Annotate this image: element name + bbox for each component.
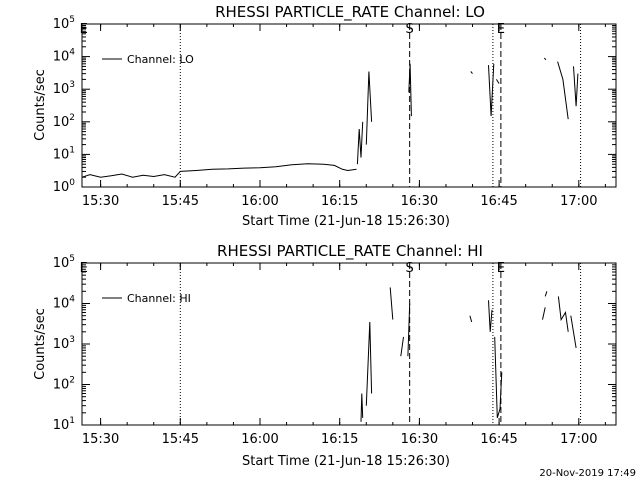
y-tick-label: 104: [53, 295, 76, 312]
y-axis-label: Counts/sec: [33, 308, 48, 380]
series-line: [360, 393, 364, 422]
x-axis-label: Start Time (21-Jun-18 15:26:30): [242, 214, 450, 229]
legend-entry: Channel: HI: [127, 292, 191, 305]
x-tick-label: 16:00: [241, 194, 278, 209]
series-line: [470, 71, 473, 74]
x-tick-label: 16:00: [241, 432, 278, 447]
y-tick-label: 100: [53, 178, 76, 195]
x-tick-label: 15:30: [82, 194, 119, 209]
legend-entry: Channel: LO: [127, 53, 194, 66]
x-tick-label: 16:15: [321, 432, 358, 447]
y-tick-label: 105: [53, 15, 75, 32]
marker-label: E: [80, 261, 88, 276]
y-tick-label: 101: [53, 145, 75, 162]
series-line: [488, 63, 495, 117]
series-line: [543, 57, 547, 61]
y-tick-label: 101: [53, 416, 75, 433]
x-axis-label: Start Time (21-Jun-18 15:26:30): [242, 454, 450, 469]
marker-label: S: [406, 22, 414, 37]
y-axis-label: Counts/sec: [33, 69, 48, 141]
marker-label: E: [497, 261, 505, 276]
x-tick-label: 16:30: [401, 432, 438, 447]
series-line: [542, 307, 546, 320]
series-line: [408, 63, 412, 117]
series-line: [407, 303, 411, 357]
x-tick-label: 16:45: [480, 432, 517, 447]
marker-label: E: [80, 22, 88, 37]
y-tick-label: 105: [53, 254, 75, 271]
series-line: [495, 79, 500, 84]
series-line: [365, 321, 373, 406]
y-tick-label: 102: [53, 376, 75, 393]
y-tick-label: 104: [53, 48, 76, 65]
series-line: [557, 61, 569, 120]
footer-timestamp: 20-Nov-2019 17:49: [539, 468, 636, 479]
lo-channel-chart: RHESSI PARTICLE_RATE Channel: LO 15:30 15…: [33, 3, 617, 229]
chart-title: RHESSI PARTICLE_RATE Channel: LO: [215, 3, 485, 22]
x-tick-label: 17:00: [560, 432, 597, 447]
x-tick-label: 15:30: [82, 432, 119, 447]
chart-title: RHESSI PARTICLE_RATE Channel: HI: [217, 242, 483, 261]
data-series: [81, 57, 579, 178]
x-tick-label: 17:00: [560, 194, 597, 209]
series-line: [544, 291, 548, 297]
series-line: [557, 296, 569, 332]
data-series: [360, 287, 577, 422]
y-axis: 100 101 102 103 104 105: [53, 15, 616, 195]
series-line: [356, 121, 364, 165]
x-axis: 15:30 15:45 16:00 16:15 16:30 16:45 17:00: [82, 263, 606, 447]
y-tick-label: 103: [53, 80, 75, 97]
y-tick-label: 102: [53, 113, 75, 130]
marker-label: E: [497, 22, 505, 37]
series-line: [573, 66, 579, 107]
y-axis: 101 102 103 104 105: [53, 254, 616, 433]
series-line: [389, 287, 394, 320]
series-line: [400, 336, 404, 357]
x-tick-label: 16:15: [321, 194, 358, 209]
legend: Channel: HI: [102, 292, 191, 305]
series-line: [494, 336, 503, 419]
x-tick-label: 15:45: [162, 194, 199, 209]
series-line: [469, 315, 473, 323]
x-tick-label: 16:30: [401, 194, 438, 209]
series-line: [488, 300, 493, 332]
legend: Channel: LO: [102, 53, 194, 66]
hi-channel-chart: RHESSI PARTICLE_RATE Channel: HI 15:30 15…: [33, 242, 617, 469]
series-line: [81, 163, 357, 178]
x-tick-label: 16:45: [480, 194, 517, 209]
x-tick-label: 15:45: [162, 432, 199, 447]
y-tick-label: 103: [53, 335, 75, 352]
series-line: [365, 71, 373, 145]
marker-label: S: [406, 261, 414, 276]
plot-frame: [81, 23, 617, 188]
series-line: [570, 315, 577, 348]
x-axis: 15:30 15:45 16:00 16:15 16:30 16:45 17:00: [82, 24, 606, 209]
plot-frame: [81, 262, 617, 426]
